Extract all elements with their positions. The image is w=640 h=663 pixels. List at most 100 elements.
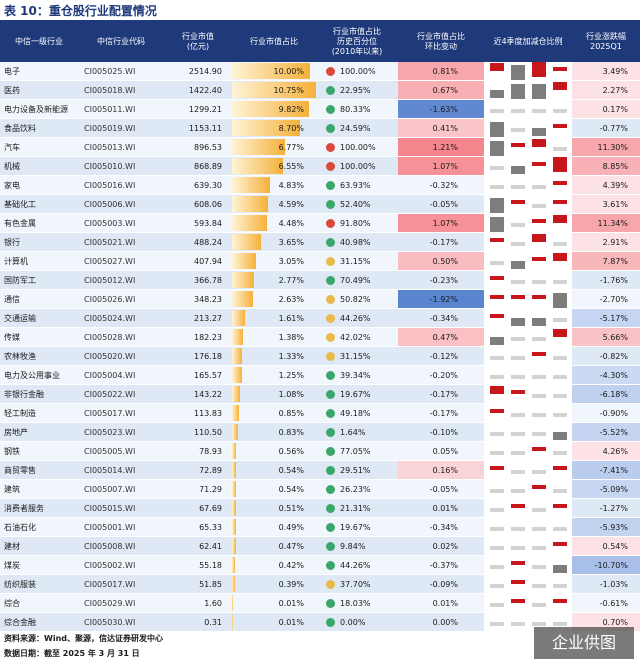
share-bar [232,101,309,117]
decrease-bar [511,318,525,326]
percentile-cell: 100.00% [316,137,398,157]
increase-bar [511,390,525,394]
increase-bar [553,253,567,261]
percentile-cell: 18.03% [316,593,398,613]
increase-bar [553,82,567,90]
quarterly-change-bars [484,422,572,442]
industry-code: CI005006.WI [78,194,164,214]
increase-bar [553,200,567,204]
market-value: 110.50 [164,422,232,442]
industry-return: 4.39% [572,175,640,195]
increase-bar [490,409,504,413]
share-cell: 2.63% [232,289,316,309]
share-bar [232,291,253,307]
decrease-bar [511,128,525,132]
decrease-bar [490,508,504,512]
industry-code: CI005022.WI [78,384,164,404]
decrease-bar [511,356,525,360]
table-row: 轻工制造 CI005017.WI 113.83 0.85% 49.18% -0.17% -0… [0,403,640,423]
share-cell: 10.00% [232,62,316,81]
share-change: -0.17% [398,232,484,252]
header-quarterly-change: 近4季度加减仓比例 [484,22,572,62]
share-bar [232,272,254,288]
market-value: 1.60 [164,593,232,613]
percentile-cell: 44.26% [316,308,398,328]
decrease-bar [490,565,504,569]
table-row: 钢铁 CI005005.WI 78.93 0.56% 77.05% 0.05% 4.26% [0,441,640,461]
share-change: -1.63% [398,99,484,119]
percentile-cell: 9.84% [316,536,398,556]
percentile-indicator-icon [326,617,335,627]
decrease-bar [532,470,546,474]
share-change: 0.01% [398,593,484,613]
percentile-cell: 100.00% [316,156,398,176]
percentile-value: 77.05% [340,446,371,456]
percentile-value: 18.03% [340,598,371,608]
decrease-bar [532,394,546,398]
percentile-cell: 29.51% [316,460,398,480]
percentile-indicator-icon [326,104,335,114]
percentile-indicator-icon [326,256,335,266]
share-value: 4.48% [278,218,304,228]
industry-code: CI005018.WI [78,80,164,100]
decrease-bar [490,356,504,360]
industry-name: 有色金属 [0,213,78,233]
table-row: 国防军工 CI005012.WI 366.78 2.77% 70.49% -0.23% -1… [0,270,640,290]
market-value: 1422.40 [164,80,232,100]
increase-bar [511,504,525,508]
quarterly-change-bars [484,555,572,575]
table-row: 计算机 CI005027.WI 407.94 3.05% 31.15% 0.50% 7.87… [0,251,640,271]
percentile-indicator-icon [326,199,335,209]
industry-code: CI005007.WI [78,479,164,499]
industry-name: 食品饮料 [0,118,78,138]
share-bar [232,158,284,174]
decrease-bar [511,489,525,493]
table-row: 汽车 CI005013.WI 896.53 6.77% 100.00% 1.21% 11.3… [0,137,640,157]
percentile-indicator-icon [326,598,335,608]
market-value: 51.85 [164,574,232,594]
table-row: 电力及公用事业 CI005004.WI 165.57 1.25% 39.34% -0.20… [0,365,640,385]
table-row: 商贸零售 CI005014.WI 72.89 0.54% 29.51% 0.16% -7.4… [0,460,640,480]
decrease-bar [511,242,525,246]
decrease-bar [490,489,504,493]
share-bar [232,481,237,497]
share-value: 1.61% [278,313,304,323]
percentile-cell: 19.67% [316,517,398,537]
market-value: 366.78 [164,270,232,290]
percentile-indicator-icon [326,446,335,456]
increase-bar [532,162,546,166]
market-value: 1153.11 [164,118,232,138]
industry-code: CI005002.WI [78,555,164,575]
table-title: 表 10：重仓股行业配置情况 [4,4,157,18]
percentile-cell: 63.93% [316,175,398,195]
percentile-value: 70.49% [340,275,371,285]
percentile-cell: 44.26% [316,555,398,575]
percentile-value: 1.64% [340,427,366,437]
percentile-value: 31.15% [340,351,371,361]
percentile-value: 80.33% [340,104,371,114]
percentile-cell: 24.59% [316,118,398,138]
percentile-indicator-icon [326,218,335,228]
decrease-bar [553,293,567,308]
quarterly-change-bars [484,365,572,385]
table-row: 交通运输 CI005024.WI 213.27 1.61% 44.26% -0.34% -5… [0,308,640,328]
industry-name: 电力设备及新能源 [0,99,78,119]
quarterly-change-bars [484,403,572,423]
quarterly-change-bars [484,175,572,195]
decrease-bar [532,565,546,569]
share-cell: 0.39% [232,574,316,594]
quarterly-change-bars [484,80,572,100]
increase-bar [553,67,567,71]
share-value: 10.00% [273,66,304,76]
share-value: 9.82% [278,104,304,114]
table-row: 煤炭 CI005002.WI 55.18 0.42% 44.26% -0.37% -10.7… [0,555,640,575]
quarterly-change-bars [484,536,572,556]
percentile-cell: 80.33% [316,99,398,119]
industry-name: 消费者服务 [0,498,78,518]
decrease-bar [511,413,525,417]
share-change: 1.07% [398,213,484,233]
decrease-bar [490,166,504,170]
decrease-bar [553,280,567,284]
percentile-indicator-icon [326,237,335,247]
share-cell: 1.08% [232,384,316,404]
